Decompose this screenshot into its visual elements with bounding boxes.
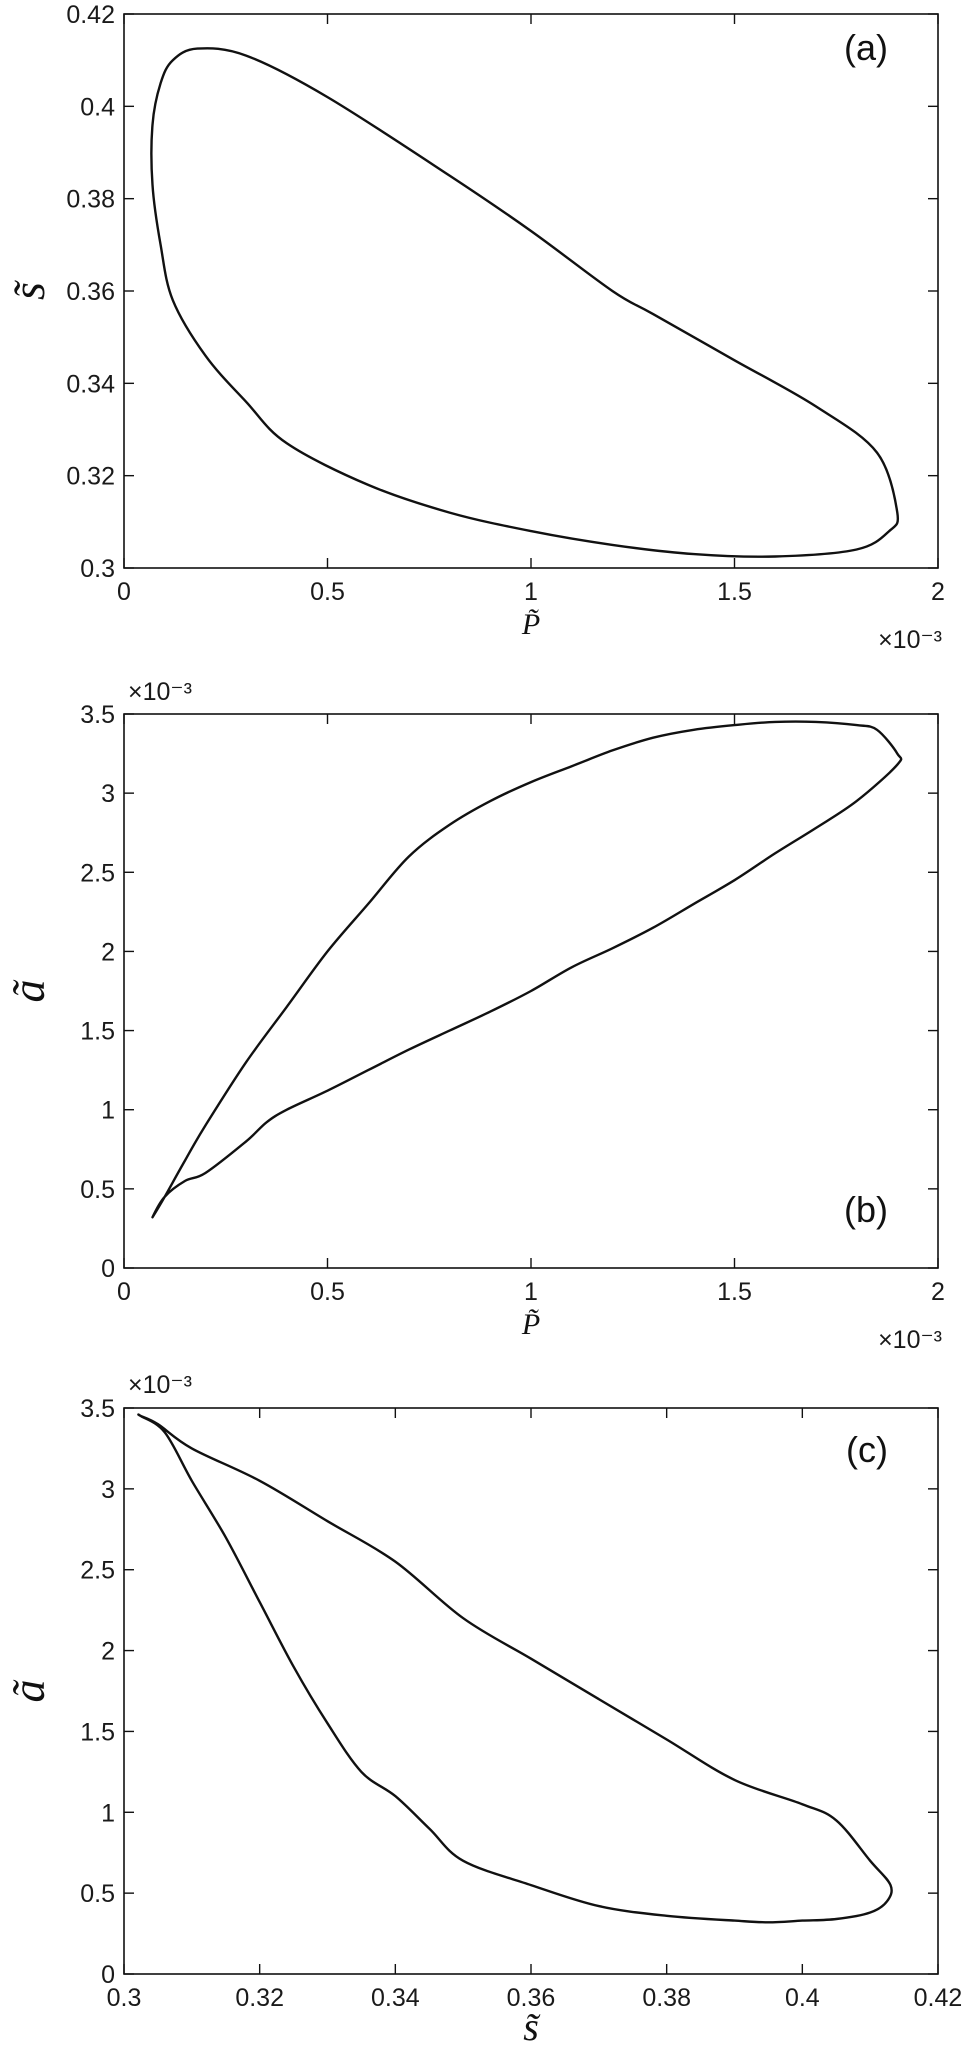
panel-a-x-exponent-label: ×10⁻³	[878, 626, 942, 654]
panel-c-series-curve	[137, 1413, 893, 1924]
y-tick-label: 0.5	[80, 1880, 115, 1908]
panel-c-ticks	[123, 1407, 939, 1975]
y-tick-label: 0.4	[80, 93, 115, 121]
x-tick-label: 2	[931, 578, 945, 606]
y-tick-label: 3	[101, 1476, 115, 1504]
panel-b-ticks	[123, 713, 939, 1269]
x-tick-label: 0	[117, 1278, 131, 1306]
x-tick-label: 1.5	[717, 578, 752, 606]
panel-a-series-curve	[150, 47, 900, 558]
panel-c-x-axis-label: s̃	[523, 2004, 540, 2049]
x-tick-label: 2	[931, 1278, 945, 1306]
panel-c-plot-frame	[123, 1407, 939, 1975]
y-tick-label: 0	[101, 1255, 115, 1283]
x-tick-label: 0.32	[235, 1984, 284, 2012]
y-tick-label: 1	[101, 1097, 115, 1125]
panel-b-y-exponent-label: ×10⁻³	[128, 678, 192, 706]
x-tick-label: 0.5	[310, 578, 345, 606]
y-tick-label: 0.34	[66, 370, 115, 398]
y-tick-label: 3.5	[80, 1395, 115, 1423]
y-tick-label: 0.42	[66, 1, 115, 29]
y-tick-label: 2	[101, 938, 115, 966]
y-tick-label: 0.32	[66, 463, 115, 491]
y-tick-label: 0.3	[80, 555, 115, 583]
panel-b-x-tick-labels: 0 0.5 1 1.5 2	[117, 1278, 945, 1306]
y-tick-label: 0.36	[66, 278, 115, 306]
y-tick-label: 0.5	[80, 1176, 115, 1204]
panel-a-label: (a)	[844, 27, 888, 68]
panel-b-label: (b)	[844, 1189, 888, 1230]
panel-b: 0 0.5 1 1.5 2 0 0.5 1 1.5 2 2.5 3 3.5 (b) P̃ ã ×10⁻…	[3, 678, 945, 1354]
panel-a: 0 0.5 1 1.5 2 0.3 0.32 0.34 0.36 0.38 0.4 0.42 (a)…	[3, 1, 945, 654]
x-tick-label: 0.4	[785, 1984, 820, 2012]
panel-b-x-exponent-label: ×10⁻³	[878, 1326, 942, 1354]
x-tick-label: 0.3	[107, 1984, 142, 2012]
y-tick-label: 0.38	[66, 186, 115, 214]
panel-c-y-exponent-label: ×10⁻³	[128, 1371, 192, 1399]
y-tick-label: 1.5	[80, 1718, 115, 1746]
panel-b-series-curve	[151, 720, 903, 1219]
panel-a-plot-frame	[123, 13, 939, 569]
y-tick-label: 2	[101, 1638, 115, 1666]
panel-a-x-axis-label: P̃	[521, 608, 540, 641]
panel-c-y-axis-label: ã	[3, 1680, 54, 1703]
panel-c-label: (c)	[846, 1429, 888, 1470]
x-tick-label: 0	[117, 578, 131, 606]
y-tick-label: 1.5	[80, 1018, 115, 1046]
x-tick-label: 1	[524, 1278, 538, 1306]
panel-c: 0.3 0.32 0.34 0.36 0.38 0.4 0.42 0 0.5 1 1.5 2 2.5 3…	[3, 1371, 962, 2049]
panel-a-y-axis-label: s̃	[3, 279, 54, 300]
panel-b-x-axis-label: P̃	[521, 1308, 540, 1341]
x-tick-label: 0.34	[371, 1984, 420, 2012]
y-tick-label: 2.5	[80, 1557, 115, 1585]
panel-c-x-tick-labels: 0.3 0.32 0.34 0.36 0.38 0.4 0.42	[107, 1984, 963, 2012]
x-tick-label: 0.5	[310, 1278, 345, 1306]
panel-a-ticks	[123, 13, 939, 569]
panel-a-y-tick-labels: 0.3 0.32 0.34 0.36 0.38 0.4 0.42	[66, 1, 115, 583]
x-tick-label: 0.38	[642, 1984, 691, 2012]
panel-b-y-axis-label: ã	[3, 980, 54, 1003]
panel-c-y-tick-labels: 0 0.5 1 1.5 2 2.5 3 3.5	[80, 1395, 115, 1989]
x-tick-label: 1	[524, 578, 538, 606]
y-tick-label: 3	[101, 780, 115, 808]
y-tick-label: 2.5	[80, 859, 115, 887]
x-tick-label: 1.5	[717, 1278, 752, 1306]
y-tick-label: 0	[101, 1961, 115, 1989]
panel-b-y-tick-labels: 0 0.5 1 1.5 2 2.5 3 3.5	[80, 701, 115, 1283]
y-tick-label: 1	[101, 1799, 115, 1827]
x-tick-label: 0.42	[914, 1984, 963, 2012]
panel-a-x-tick-labels: 0 0.5 1 1.5 2	[117, 578, 945, 606]
y-tick-label: 3.5	[80, 701, 115, 729]
x-tick-label: 0.36	[507, 1984, 556, 2012]
